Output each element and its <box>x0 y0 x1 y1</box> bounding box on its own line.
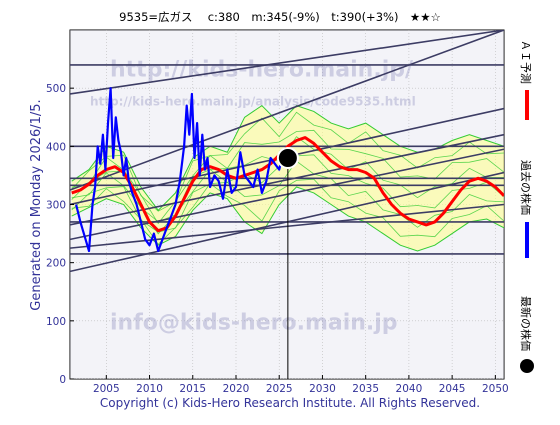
x-tick-label: 2050 <box>482 383 509 395</box>
watermark-email: info@kids-hero.main.jp <box>110 311 398 336</box>
chart-header: 9535=広ガス c:380 m:345(-9%) t:390(+3%) ★★☆ <box>119 10 441 24</box>
x-tick-label: 2015 <box>179 383 206 395</box>
watermark-url: http://kids-hero.main.jp/ <box>110 58 414 83</box>
plot-layer: http://kids-hero.main.jp/http://kids-her… <box>70 30 504 379</box>
y-tick-label: 100 <box>46 316 66 328</box>
legend-label-latest: 最新の株価 <box>519 296 533 351</box>
legend-label-history: 過去の株価 <box>519 160 533 215</box>
y-tick-label: 0 <box>59 374 66 386</box>
history-line <box>75 87 289 253</box>
trend-line <box>70 30 504 191</box>
x-tick-label: 2040 <box>396 383 423 395</box>
x-tick-label: 2020 <box>223 383 250 395</box>
trend-line <box>70 203 504 249</box>
y-tick-label: 500 <box>46 83 66 95</box>
side-label: Generated on Monday 2026/1/5. <box>29 99 44 310</box>
x-tick-label: 2035 <box>352 383 379 395</box>
x-tick-label: 2045 <box>439 383 466 395</box>
legend-swatch-latest <box>520 359 534 373</box>
trend-line <box>70 30 504 95</box>
plot-clipped: http://kids-hero.main.jp/http://kids-her… <box>70 30 504 379</box>
y-tick-label: 300 <box>46 200 66 212</box>
x-tick-label: 2005 <box>93 383 120 395</box>
watermark-analysis-url: http://kids-hero.main.jp/analysis/code95… <box>90 95 416 109</box>
axis-layer: 2005 2010 2015 2020 2025 2030 2035 2040 2045 2050… <box>46 83 509 395</box>
x-tick-label: 2030 <box>309 383 336 395</box>
legend-label-prediction: ＡＩ予測 <box>519 40 533 84</box>
y-tick-label: 400 <box>46 141 66 153</box>
x-tick-label: 2010 <box>136 383 163 395</box>
latest-price-marker <box>276 146 299 169</box>
y-tick-label: 200 <box>46 258 66 270</box>
band-detail-line <box>71 111 504 212</box>
x-tick-label: 2025 <box>266 383 293 395</box>
prediction-line <box>71 136 504 233</box>
footer-copyright: Copyright (c) Kids-Hero Research Institu… <box>100 396 480 410</box>
